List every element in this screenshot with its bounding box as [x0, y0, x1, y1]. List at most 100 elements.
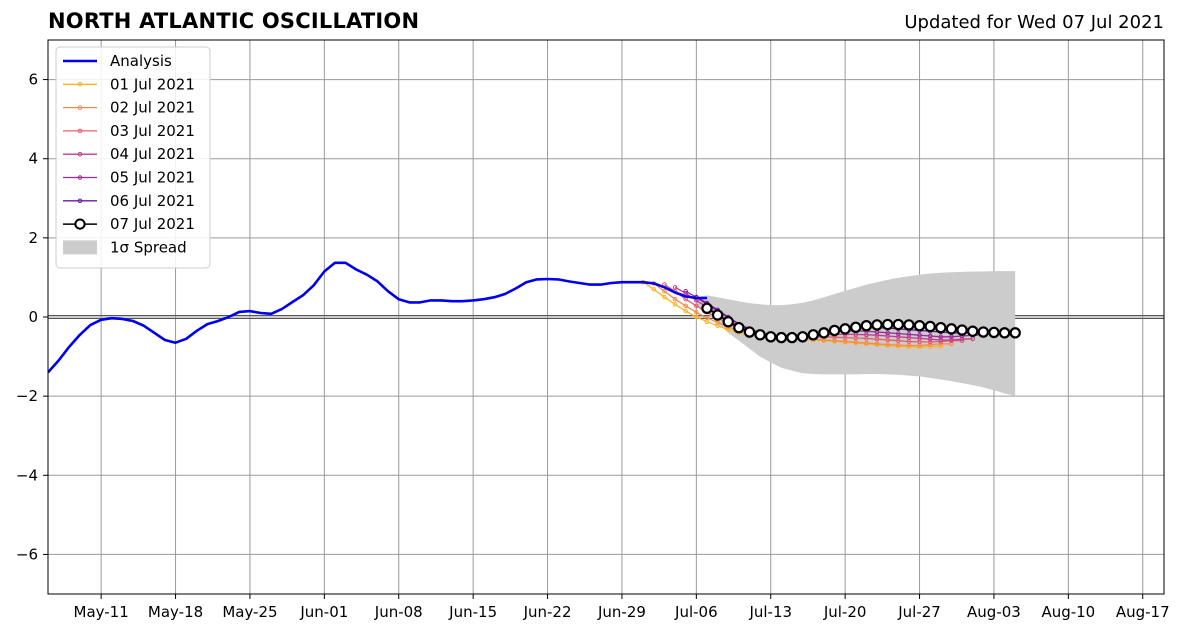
chart-subtitle: Updated for Wed 07 Jul 2021: [904, 12, 1164, 33]
current-forecast-point: [733, 321, 745, 334]
current-forecast-point: [945, 323, 958, 335]
x-tick-label: Jun-22: [523, 603, 572, 621]
forecast-point: [694, 314, 699, 320]
current-forecast-point: [998, 327, 1011, 339]
current-forecast-point: [775, 331, 788, 344]
forecast-point: [725, 327, 731, 332]
legend-label: 06 Jul 2021: [110, 192, 195, 210]
current-forecast-point: [956, 324, 968, 336]
current-forecast-point: [807, 329, 819, 341]
current-forecast-point: [722, 316, 734, 328]
current-forecast-point: [988, 326, 1000, 339]
legend-box: [55, 46, 211, 269]
forecast-point: [864, 340, 869, 346]
current-forecast-point: [935, 321, 947, 334]
plot-area: [48, 261, 1021, 397]
legend-swatch-spread: [63, 240, 97, 255]
x-tick-label: Jul-27: [897, 603, 941, 621]
current-forecast-point: [881, 318, 894, 331]
forecast-point: [672, 296, 678, 302]
y-tick-label: 0: [28, 308, 38, 326]
x-tick-label: Jun-15: [448, 603, 497, 621]
current-forecast-point: [977, 326, 990, 338]
forecast-point: [662, 294, 667, 300]
legend-swatch-marker: [77, 151, 83, 157]
analysis-line: [48, 261, 707, 374]
x-tick-label: May-11: [74, 603, 129, 621]
legend: Analysis 01 Jul 2021 02 Jul 2021 03 Jul 202…: [55, 46, 211, 269]
current-forecast-point: [871, 319, 883, 331]
forecast-point: [895, 331, 901, 336]
forecast-point: [895, 342, 901, 348]
current-forecast-point: [701, 302, 713, 314]
legend-label: 05 Jul 2021: [110, 169, 195, 187]
forecast-point: [927, 342, 933, 348]
current-forecast-point: [786, 331, 798, 344]
x-tick-label: Aug-03: [967, 603, 1021, 621]
x-tick-label: Jun-29: [597, 603, 646, 621]
x-tick-label: Jun-08: [374, 603, 423, 621]
x-tick-label: Jun-01: [299, 603, 348, 621]
forecast-point: [694, 309, 699, 315]
plot-frame: [47, 39, 1165, 595]
x-tick-label: Aug-17: [1116, 603, 1170, 621]
forecast-point: [906, 332, 912, 337]
forecast-point: [927, 339, 933, 345]
forecast-point: [885, 330, 890, 336]
y-tick-label: 6: [28, 71, 38, 89]
legend-label: Analysis: [110, 52, 172, 70]
current-forecast-point: [924, 320, 936, 333]
x-tick-label: May-18: [148, 603, 203, 621]
current-forecast-point: [839, 323, 851, 335]
current-forecast-point: [711, 309, 724, 321]
current-forecast-point: [1009, 327, 1021, 339]
y-tick-label: 4: [28, 150, 38, 168]
legend-swatch-marker: [74, 218, 86, 230]
forecast-point: [853, 340, 859, 345]
y-tick-label: −4: [16, 466, 38, 484]
x-tick-label: Aug-10: [1041, 603, 1095, 621]
forecast-point: [927, 333, 933, 339]
forecast-point: [938, 334, 944, 340]
legend-swatch-marker: [77, 82, 83, 87]
legend-swatch-marker: [77, 198, 83, 204]
spread-band: [696, 271, 1016, 397]
legend-swatch-marker: [77, 175, 83, 180]
forecast-point: [672, 302, 678, 307]
current-forecast-point: [765, 331, 777, 343]
current-forecast-point: [818, 327, 830, 339]
x-tick-label: May-25: [222, 603, 277, 621]
legend-swatch-marker: [77, 128, 83, 134]
x-tick-label: Jul-13: [748, 603, 792, 621]
legend-label: 03 Jul 2021: [110, 122, 195, 140]
current-forecast-point: [754, 329, 766, 341]
forecast-point: [715, 320, 720, 325]
forecast-point: [672, 285, 678, 290]
current-forecast-point: [796, 331, 809, 343]
legend-label: 02 Jul 2021: [110, 99, 195, 117]
legend-label: 04 Jul 2021: [110, 145, 195, 163]
forecast-point: [917, 332, 922, 338]
x-tick-label: Jul-20: [823, 603, 867, 621]
current-forecast-point: [743, 326, 756, 338]
chart-title: NORTH ATLANTIC OSCILLATION: [48, 9, 420, 33]
current-forecast-point: [966, 325, 979, 337]
current-forecast-point: [892, 318, 904, 331]
forecast-point: [704, 315, 710, 321]
current-forecast-point: [860, 320, 873, 332]
legend-label: 01 Jul 2021: [110, 75, 195, 93]
forecast-point: [683, 303, 689, 309]
current-forecast-point: [903, 319, 915, 331]
forecast-point: [651, 287, 657, 292]
forecast-point: [874, 341, 880, 347]
y-tick-label: 2: [28, 229, 38, 247]
forecast-point: [683, 308, 689, 314]
forecast-point: [662, 288, 667, 294]
legend-swatch-marker: [77, 105, 83, 110]
current-forecast-point: [850, 321, 862, 333]
y-tick-label: −2: [16, 387, 38, 405]
legend-label: 07 Jul 2021: [110, 215, 195, 233]
forecast-point: [694, 303, 699, 309]
current-forecast-point: [913, 320, 926, 332]
